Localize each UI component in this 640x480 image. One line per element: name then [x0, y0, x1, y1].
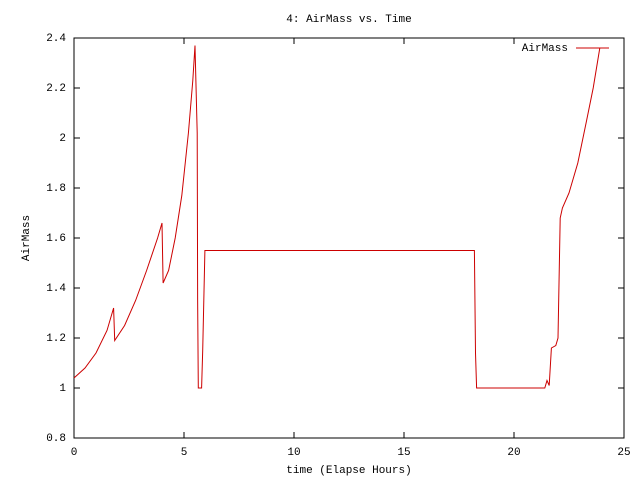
chart-title: 4: AirMass vs. Time	[286, 14, 411, 26]
y-tick-label: 2.2	[46, 83, 66, 95]
y-tick-label: 1	[59, 383, 66, 395]
y-tick-label: 1.8	[46, 183, 66, 195]
y-tick-label: 0.8	[46, 433, 66, 445]
y-tick-label: 1.6	[46, 233, 66, 245]
x-tick-label: 20	[507, 447, 520, 459]
x-tick-label: 5	[181, 447, 188, 459]
y-tick-label: 2.4	[46, 33, 66, 45]
legend-label: AirMass	[522, 43, 568, 55]
x-tick-label: 15	[397, 447, 410, 459]
y-tick-label: 1.2	[46, 333, 66, 345]
x-axis-label: time (Elapse Hours)	[286, 465, 411, 477]
y-tick-label: 1.4	[46, 283, 66, 295]
x-tick-label: 0	[71, 447, 78, 459]
data-line	[73, 45, 609, 389]
x-tick-label: 10	[287, 447, 300, 459]
y-tick-label: 2	[59, 133, 66, 145]
y-axis-label: AirMass	[21, 215, 33, 261]
x-tick-label: 25	[617, 447, 630, 459]
